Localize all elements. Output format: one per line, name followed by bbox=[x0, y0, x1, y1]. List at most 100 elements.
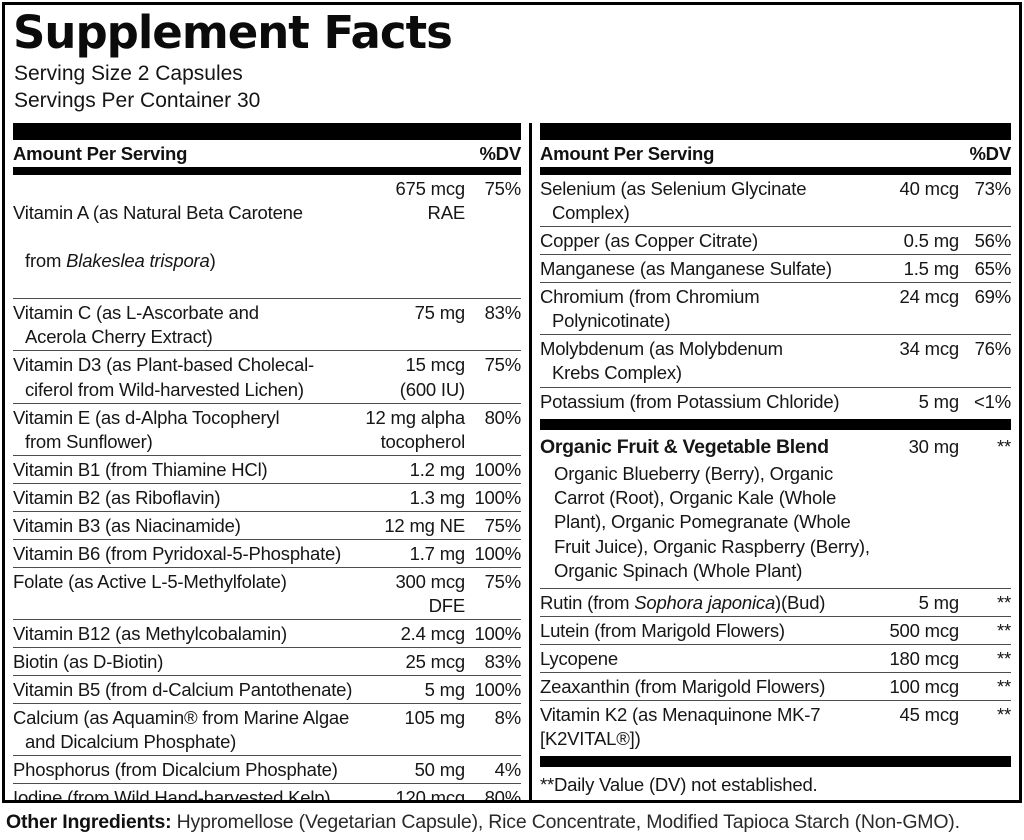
nutrient-name: Vitamin A (as Natural Beta Carotene from… bbox=[13, 202, 303, 272]
nutrient-name: Manganese (as Manganese Sulfate) bbox=[540, 258, 832, 280]
nutrient-row-vitamin-b5: Vitamin B5 (from d-Calcium Pantothenate)… bbox=[13, 676, 521, 705]
nutrient-row-vitamin-b2: Vitamin B2 (as Riboflavin) 1.3 mg 100% bbox=[13, 484, 521, 512]
nutrient-row-chromium: Chromium (from Chromium Polynicotinate) … bbox=[540, 283, 1011, 336]
nutrient-amount: 15 mcg (600 IU) bbox=[399, 354, 465, 400]
nutrient-amount: 500 mcg bbox=[889, 620, 959, 642]
nutrient-dv: 80% bbox=[484, 406, 522, 428]
nutrient-row-vitamin-b6: Vitamin B6 (from Pyridoxal-5-Phosphate) … bbox=[13, 540, 521, 568]
nutrient-amount: 40 mcg bbox=[899, 178, 960, 200]
nutrient-dv: 100% bbox=[474, 486, 521, 508]
nutrient-dv: 100% bbox=[474, 542, 521, 564]
thick-divider-bar bbox=[13, 123, 521, 141]
serving-info: Serving Size 2 Capsules Servings Per Con… bbox=[5, 58, 1019, 115]
nutrient-dv: ** bbox=[997, 620, 1011, 642]
nutrient-dv: 65% bbox=[974, 258, 1012, 280]
nutrient-amount: 2.4 mcg bbox=[400, 622, 466, 644]
nutrient-name: Vitamin E (as d-Alpha Tocopheryl from Su… bbox=[13, 406, 280, 452]
nutrient-row-biotin: Biotin (as D-Biotin) 25 mcg 83% bbox=[13, 648, 521, 677]
nutrient-name: Calcium (as Aquamin® from Marine Algae a… bbox=[13, 707, 350, 753]
nutrient-name: Lycopene bbox=[540, 648, 618, 670]
nutrient-amount: 5 mg bbox=[424, 679, 466, 701]
right-column-header: Amount Per Serving %DV bbox=[540, 140, 1011, 167]
amount-per-serving-label: Amount Per Serving bbox=[13, 143, 188, 165]
nutrient-name: Vitamin B1 (from Thiamine HCl) bbox=[13, 458, 268, 480]
other-ingredients-line: Other Ingredients: Hypromellose (Vegetar… bbox=[0, 803, 1024, 834]
nutrient-dv: 8% bbox=[494, 707, 522, 729]
section-divider-bar bbox=[540, 756, 1011, 768]
nutrient-name: Potassium (from Potassium Chloride) bbox=[540, 390, 840, 412]
nutrient-amount: 0.5 mg bbox=[903, 230, 960, 252]
blend-header-row: Organic Fruit & Vegetable Blend 30 mg ** bbox=[540, 433, 1011, 461]
column-divider bbox=[529, 123, 532, 800]
other-ingredients-text: Hypromellose (Vegetarian Capsule), Rice … bbox=[171, 811, 960, 833]
nutrient-amount: 1.2 mg bbox=[409, 458, 466, 480]
nutrient-row-zeaxanthin: Zeaxanthin (from Marigold Flowers) 100 m… bbox=[540, 673, 1011, 702]
nutrient-dv: 75% bbox=[484, 354, 522, 376]
nutrient-amount: 12 mg alpha tocopherol bbox=[365, 406, 465, 452]
nutrient-row-lycopene: Lycopene 180 mcg ** bbox=[540, 645, 1011, 674]
percent-dv-label: %DV bbox=[479, 143, 521, 165]
nutrient-amount: 105 mg bbox=[404, 707, 465, 729]
nutrient-row-vitamin-k2: Vitamin K2 (as Menaquinone MK-7 [K2VITAL… bbox=[540, 701, 1011, 752]
nutrient-row-calcium: Calcium (as Aquamin® from Marine Algae a… bbox=[13, 704, 522, 757]
nutrient-dv: 100% bbox=[474, 679, 521, 701]
nutrient-row-lutein: Lutein (from Marigold Flowers) 500 mcg *… bbox=[540, 617, 1011, 646]
right-column: Amount Per Serving %DV Selenium (as Sele… bbox=[532, 123, 1019, 800]
blend-name: Organic Fruit & Vegetable Blend bbox=[540, 435, 829, 458]
nutrient-name: Rutin (from Sophora japonica)(Bud) bbox=[540, 592, 826, 614]
nutrient-name: Vitamin D3 (as Plant-based Cholecal- cif… bbox=[13, 354, 314, 400]
nutrient-row-manganese: Manganese (as Manganese Sulfate) 1.5 mg … bbox=[540, 255, 1012, 284]
nutrient-row-vitamin-b1: Vitamin B1 (from Thiamine HCl) 1.2 mg 10… bbox=[13, 456, 521, 484]
nutrient-name: Phosphorus (from Dicalcium Phosphate) bbox=[13, 759, 338, 781]
nutrient-dv: 100% bbox=[474, 458, 521, 480]
nutrient-name: Zeaxanthin (from Marigold Flowers) bbox=[540, 676, 826, 698]
nutrient-row-vitamin-e: Vitamin E (as d-Alpha Tocopheryl from Su… bbox=[13, 404, 521, 456]
nutrient-name: Selenium (as Selenium Glycinate Complex) bbox=[540, 178, 807, 224]
nutrient-row-vitamin-b12: Vitamin B12 (as Methylcobalamin) 2.4 mcg… bbox=[13, 620, 521, 648]
nutrient-amount: 5 mg bbox=[918, 390, 960, 412]
facts-columns: Amount Per Serving %DV Vitamin A (as Nat… bbox=[5, 123, 1019, 800]
nutrient-amount: 24 mcg bbox=[899, 286, 960, 308]
nutrient-dv: ** bbox=[997, 648, 1011, 670]
nutrient-dv: ** bbox=[997, 592, 1011, 614]
nutrient-row-folate: Folate (as Active L-5-Methylfolate) 300 … bbox=[13, 568, 521, 620]
nutrient-amount: 50 mg bbox=[414, 759, 466, 781]
nutrient-dv: 76% bbox=[974, 338, 1012, 360]
amount-per-serving-label: Amount Per Serving bbox=[540, 143, 715, 165]
nutrient-name: Vitamin B6 (from Pyridoxal-5-Phosphate) bbox=[13, 542, 342, 564]
nutrient-row-phosphorus: Phosphorus (from Dicalcium Phosphate) 50… bbox=[13, 756, 522, 785]
blend-amount: 30 mg bbox=[908, 435, 960, 457]
nutrient-name: Lutein (from Marigold Flowers) bbox=[540, 620, 785, 642]
nutrient-dv: 56% bbox=[974, 230, 1012, 252]
nutrient-row-copper: Copper (as Copper Citrate) 0.5 mg 56% bbox=[540, 227, 1012, 256]
nutrient-name: Vitamin K2 (as Menaquinone MK-7 [K2VITAL… bbox=[540, 704, 821, 750]
percent-dv-label: %DV bbox=[969, 143, 1011, 165]
nutrient-amount: 12 mg NE bbox=[384, 514, 465, 536]
nutrient-name: Chromium (from Chromium Polynicotinate) bbox=[540, 286, 760, 332]
nutrient-amount: 300 mcg DFE bbox=[395, 570, 465, 616]
nutrient-dv: 73% bbox=[974, 178, 1012, 200]
nutrient-row-vitamin-d3: Vitamin D3 (as Plant-based Cholecal- cif… bbox=[13, 351, 522, 404]
nutrient-row-iodine: Iodine (from Wild Hand-harvested Kelp) 1… bbox=[13, 784, 521, 800]
nutrient-row-molybdenum: Molybdenum (as Molybdenum Krebs Complex)… bbox=[540, 335, 1012, 388]
nutrient-amount: 25 mcg bbox=[405, 650, 466, 672]
nutrient-name: Molybdenum (as Molybdenum Krebs Complex) bbox=[540, 338, 783, 384]
nutrient-amount: 180 mcg bbox=[889, 648, 959, 670]
nutrient-amount: 5 mg bbox=[918, 592, 960, 614]
nutrient-dv: 4% bbox=[494, 759, 522, 781]
thick-divider-bar bbox=[540, 123, 1011, 141]
servings-per-container: Servings Per Container 30 bbox=[14, 89, 261, 113]
daily-value-footnote: **Daily Value (DV) not established. bbox=[540, 774, 818, 796]
other-ingredients-label: Other Ingredients: bbox=[6, 811, 172, 833]
nutrient-row-selenium: Selenium (as Selenium Glycinate Complex)… bbox=[540, 175, 1012, 228]
nutrient-amount: 100 mcg bbox=[889, 676, 959, 698]
nutrient-dv: ** bbox=[997, 676, 1011, 698]
nutrient-name: Copper (as Copper Citrate) bbox=[540, 230, 758, 252]
nutrient-name: Iodine (from Wild Hand-harvested Kelp) bbox=[13, 787, 331, 800]
nutrient-row-vitamin-a: Vitamin A (as Natural Beta Carotene from… bbox=[13, 175, 521, 300]
nutrient-row-vitamin-c: Vitamin C (as L-Ascorbate and Acerola Ch… bbox=[13, 299, 522, 352]
nutrient-row-potassium: Potassium (from Potassium Chloride) 5 mg… bbox=[540, 388, 1011, 415]
nutrient-dv: 83% bbox=[484, 302, 522, 324]
nutrient-row-vitamin-b3: Vitamin B3 (as Niacinamide) 12 mg NE 75% bbox=[13, 512, 521, 540]
panel-title: Supplement Facts bbox=[13, 6, 453, 59]
